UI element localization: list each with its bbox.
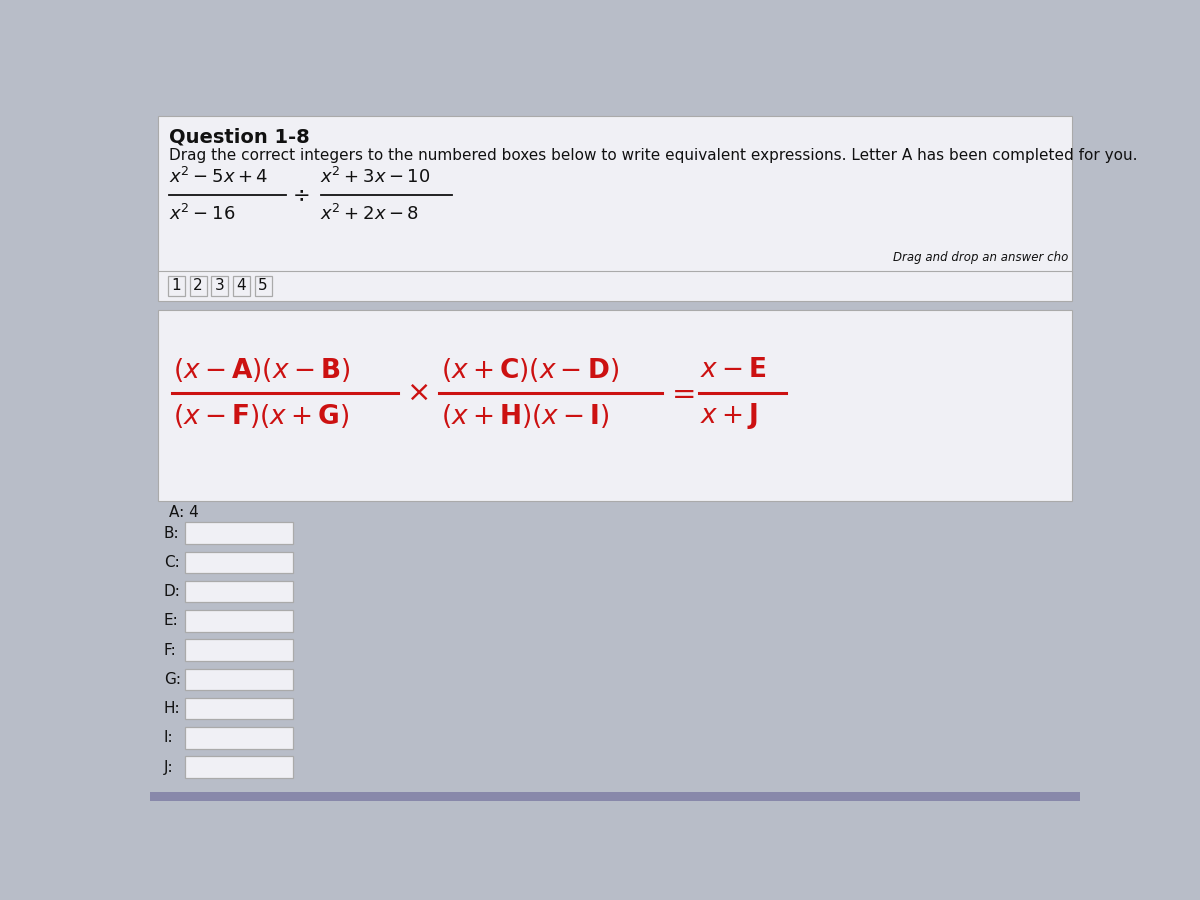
- Bar: [185, 610, 293, 632]
- Text: H:: H:: [164, 701, 180, 716]
- Text: A: 4: A: 4: [169, 505, 199, 520]
- Bar: [185, 669, 293, 690]
- Bar: [190, 276, 206, 296]
- Text: F:: F:: [164, 643, 176, 658]
- Bar: [233, 276, 250, 296]
- Text: $x+\mathbf{J}$: $x+\mathbf{J}$: [701, 401, 758, 431]
- Text: D:: D:: [164, 584, 181, 599]
- Text: 1: 1: [172, 278, 181, 293]
- Text: I:: I:: [164, 731, 174, 745]
- Bar: [185, 552, 293, 573]
- Bar: [254, 276, 271, 296]
- Text: $x^2-5x+4$: $x^2-5x+4$: [169, 167, 269, 187]
- Bar: [185, 522, 293, 544]
- Text: $=$: $=$: [666, 379, 695, 407]
- Text: $x^2+3x-10$: $x^2+3x-10$: [320, 167, 431, 187]
- Text: 4: 4: [236, 278, 246, 293]
- Bar: [150, 792, 1080, 801]
- Text: $(x-\mathbf{A})(x-\mathbf{B})$: $(x-\mathbf{A})(x-\mathbf{B})$: [173, 356, 350, 383]
- Text: J:: J:: [164, 760, 174, 775]
- Bar: [185, 639, 293, 661]
- Bar: [157, 116, 1073, 277]
- Text: $x-\mathbf{E}$: $x-\mathbf{E}$: [701, 356, 767, 382]
- Text: $(x+\mathbf{H})(x-\mathbf{I})$: $(x+\mathbf{H})(x-\mathbf{I})$: [440, 402, 610, 430]
- Text: $(x+\mathbf{C})(x-\mathbf{D})$: $(x+\mathbf{C})(x-\mathbf{D})$: [440, 356, 619, 383]
- Bar: [168, 276, 185, 296]
- Text: E:: E:: [164, 613, 179, 628]
- Text: Drag the correct integers to the numbered boxes below to write equivalent expres: Drag the correct integers to the numbere…: [169, 148, 1138, 163]
- Text: C:: C:: [164, 554, 180, 570]
- Text: B:: B:: [164, 526, 180, 541]
- Text: 2: 2: [193, 278, 203, 293]
- Text: $x^2+2x-8$: $x^2+2x-8$: [320, 204, 420, 224]
- Bar: [185, 756, 293, 778]
- Text: Drag and drop an answer cho: Drag and drop an answer cho: [893, 250, 1068, 264]
- Text: 3: 3: [215, 278, 224, 293]
- Text: $\div$: $\div$: [293, 185, 310, 205]
- Text: 5: 5: [258, 278, 268, 293]
- Text: $(x-\mathbf{F})(x+\mathbf{G})$: $(x-\mathbf{F})(x+\mathbf{G})$: [173, 402, 349, 430]
- Bar: [185, 580, 293, 602]
- Text: $\times$: $\times$: [406, 379, 428, 407]
- Bar: [157, 271, 1073, 301]
- Text: Question 1-8: Question 1-8: [169, 127, 310, 146]
- Text: G:: G:: [164, 671, 181, 687]
- Bar: [185, 727, 293, 749]
- Text: $x^2-16$: $x^2-16$: [169, 204, 235, 224]
- Bar: [157, 310, 1073, 500]
- Bar: [211, 276, 228, 296]
- Bar: [185, 698, 293, 719]
